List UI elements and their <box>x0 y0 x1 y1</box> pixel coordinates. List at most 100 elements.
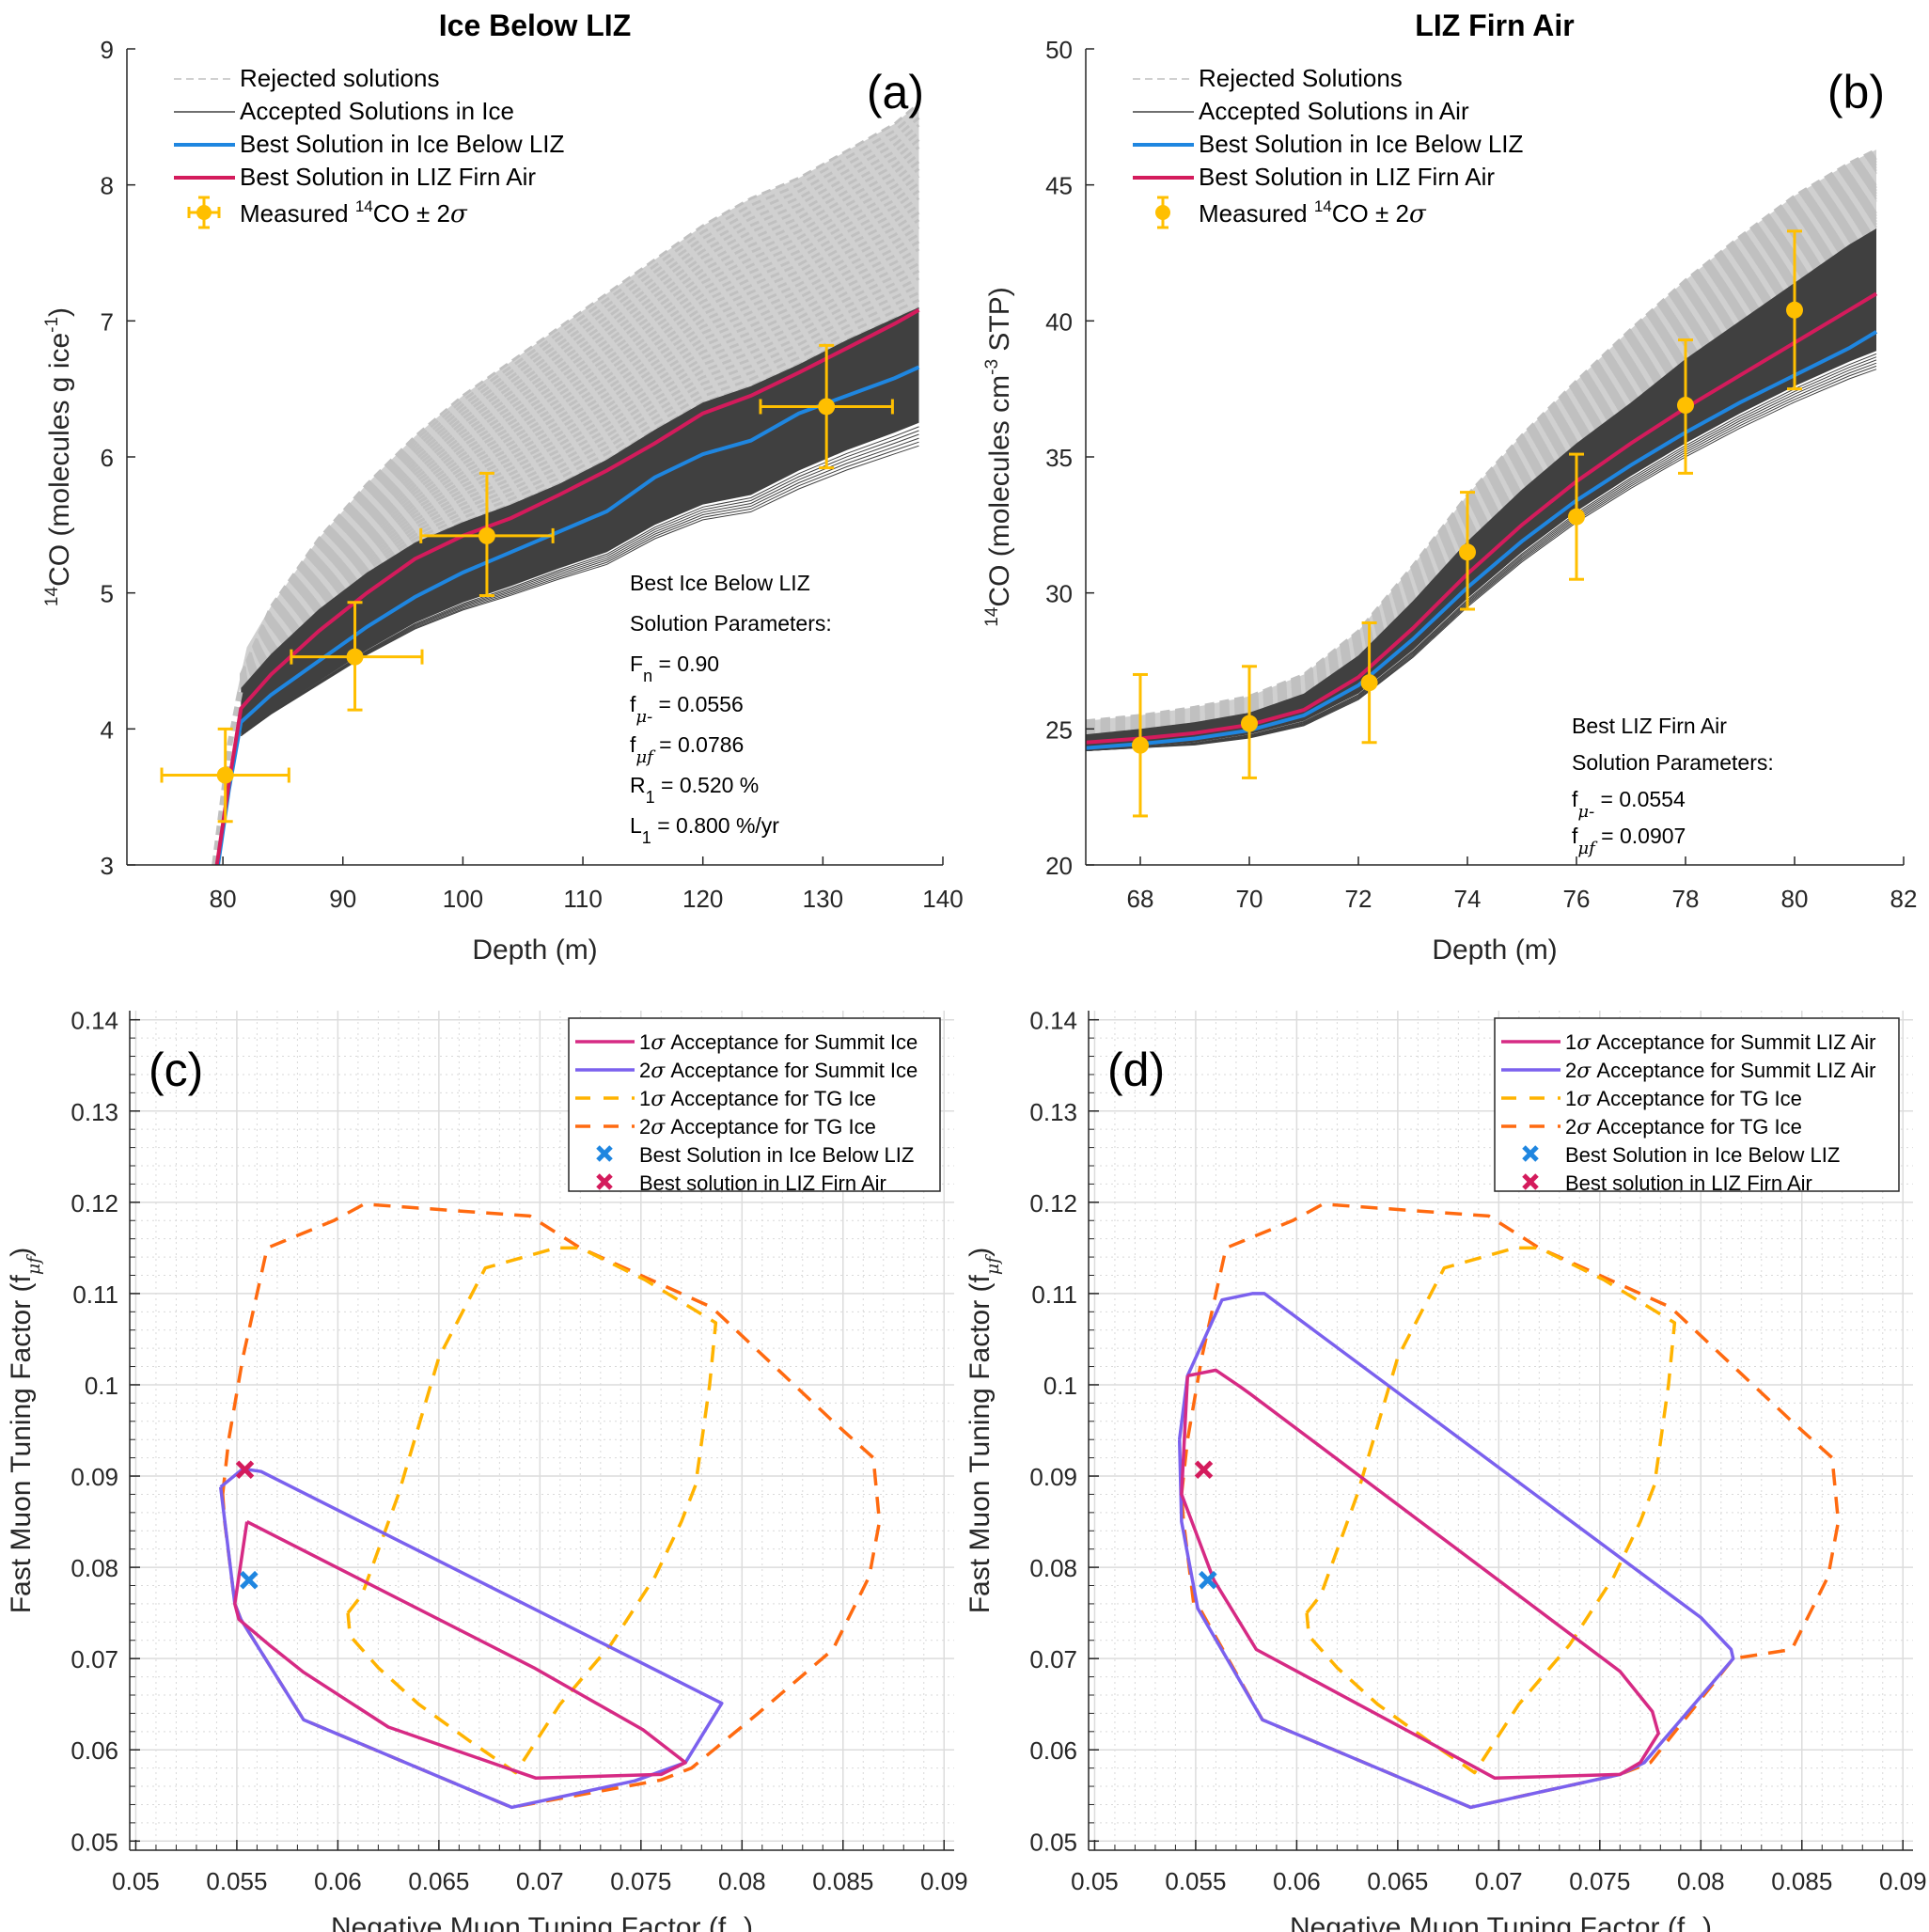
plot-area <box>160 102 920 865</box>
legend-label: Measured 14CO ± 2σ <box>240 197 468 228</box>
x-tick-label: 120 <box>682 885 723 913</box>
measurement-point <box>1132 672 1149 818</box>
legend-label: Best Solution in LIZ Firn Air <box>1199 163 1495 191</box>
y-tick-label: 0.05 <box>71 1828 118 1856</box>
acceptance-contour-4 <box>221 1202 882 1810</box>
legend-item: 2σ Acceptance for Summit LIZ Air <box>1501 1059 1876 1083</box>
x-tick-label: 0.06 <box>314 1867 362 1895</box>
legend-item: Measured 14CO ± 2σ <box>187 196 468 229</box>
x-tick-label: 0.085 <box>1771 1867 1832 1895</box>
rejected-solution-line <box>212 687 244 865</box>
y-tick-label: 0.14 <box>1029 1007 1077 1035</box>
y-tick-label: 7 <box>101 307 114 336</box>
y-tick-label: 9 <box>101 36 114 64</box>
axes: 0.05 0.055 0.06 0.065 0.07 0.075 0.08 0.085 0.09… <box>1029 1007 1926 1895</box>
best-solution-marker <box>240 1570 259 1590</box>
legend-label: Accepted Solutions in Air <box>1199 97 1469 125</box>
axes: 80 90 100 110 120 130 140 3 4 5 6 7 8 9 <box>101 36 964 913</box>
x-tick-label: 0.05 <box>112 1867 160 1895</box>
y-tick-label: 30 <box>1045 580 1073 608</box>
annotation-heading: Solution Parameters: <box>1572 750 1774 775</box>
parameter-line: fμf = 0.0786 <box>630 732 744 767</box>
acceptance-contour-2 <box>1177 1292 1735 1810</box>
x-tick-label: 0.075 <box>1569 1867 1630 1895</box>
panel-label: (a) <box>867 66 924 118</box>
measurement-point <box>1568 452 1585 581</box>
y-tick-label: 0.07 <box>71 1645 118 1673</box>
legend-label: 2σ Acceptance for Summit LIZ Air <box>1565 1059 1876 1083</box>
acceptance-contour-4 <box>1180 1202 1841 1810</box>
y-tick-label: 0.12 <box>71 1189 118 1217</box>
legend-label: Measured 14CO ± 2σ <box>1199 197 1427 228</box>
best-firn-solution-line <box>1086 291 1878 745</box>
legend-label: Best solution in LIZ Firn Air <box>1565 1171 1812 1195</box>
accepted-solution-line <box>241 437 919 737</box>
accepted-solution-line <box>1086 356 1877 751</box>
best-solution-marker <box>235 1460 255 1480</box>
y-tick-label: 0.08 <box>1029 1554 1077 1582</box>
x-marker-stroke <box>1199 1570 1217 1590</box>
chart-title: Ice Below LIZ <box>439 8 631 42</box>
legend-item: Best Solution in Ice Below LIZ <box>1522 1143 1840 1167</box>
measurement-point <box>1241 665 1258 779</box>
y-tick-label: 20 <box>1045 852 1073 880</box>
x-tick-label: 74 <box>1454 885 1482 913</box>
measurement-marker <box>346 648 364 666</box>
y-axis-label: 14CO (molecules g ice-1) <box>42 307 75 606</box>
legend-x-marker <box>596 1173 613 1190</box>
accepted-solution-line <box>1086 353 1877 751</box>
x-tick-label: 0.055 <box>1165 1867 1226 1895</box>
chart-title: LIZ Firn Air <box>1415 8 1574 42</box>
annotation-heading: Solution Parameters: <box>630 611 832 636</box>
legend: Rejected solutions Accepted Solutions in … <box>174 64 565 229</box>
y-tick-label: 3 <box>101 852 114 880</box>
x-tick-label: 72 <box>1345 885 1372 913</box>
y-tick-label: 0.09 <box>71 1463 118 1491</box>
legend-label: 2σ Acceptance for TG Ice <box>1565 1115 1802 1139</box>
y-tick-label: 0.13 <box>71 1098 118 1126</box>
measurement-marker <box>1360 674 1378 692</box>
measurement-point <box>1360 620 1378 745</box>
x-tick-label: 0.075 <box>610 1867 671 1895</box>
grid <box>1089 1011 1913 1850</box>
measurement-marker <box>1786 301 1803 319</box>
x-axis-label: Negative Muon Tuning Factor (fμ-) <box>1290 1912 1712 1932</box>
y-tick-label: 0.08 <box>71 1554 118 1582</box>
legend-label: Best Solution in Ice Below LIZ <box>1199 130 1524 158</box>
y-tick-label: 0.11 <box>72 1280 118 1309</box>
x-tick-label: 0.08 <box>1677 1867 1725 1895</box>
legend-label: Best Solution in Ice Below LIZ <box>240 130 565 158</box>
legend-item: Best Solution in Ice Below LIZ <box>596 1143 914 1167</box>
best-solution-marker <box>1194 1460 1214 1480</box>
legend-item: Accepted Solutions in Ice <box>174 97 514 125</box>
y-axis-label: Fast Muon Tuning Factor (fμf) <box>6 1248 44 1614</box>
legend-item: Best solution in LIZ Firn Air <box>1522 1171 1812 1195</box>
legend-item: Best Solution in LIZ Firn Air <box>1133 163 1495 191</box>
solution-parameters-annotation: Best LIZ Firn Air Solution Parameters: fμ-… <box>1572 714 1774 858</box>
x-tick-label: 0.09 <box>1879 1867 1927 1895</box>
y-tick-label: 0.14 <box>71 1007 118 1035</box>
legend-item: 2σ Acceptance for TG Ice <box>1501 1115 1802 1139</box>
x-tick-label: 0.08 <box>718 1867 766 1895</box>
best-ice-solution-line <box>1086 330 1878 750</box>
x-tick-label: 0.065 <box>408 1867 469 1895</box>
y-tick-label: 0.1 <box>85 1372 118 1400</box>
legend-label: 2σ Acceptance for Summit Ice <box>639 1059 917 1083</box>
legend-label: Best Solution in Ice Below LIZ <box>1565 1143 1840 1167</box>
accepted-solution-line <box>1086 362 1877 751</box>
x-tick-label: 76 <box>1563 885 1591 913</box>
best-ice-solution-line <box>216 365 920 865</box>
accepted-solution-line <box>240 426 919 736</box>
x-axis-label: Depth (m) <box>472 935 597 966</box>
acceptance-contour-3 <box>346 1246 718 1775</box>
x-tick-label: 78 <box>1672 885 1700 913</box>
y-axis-label: 14CO (molecules cm-3 STP) <box>982 287 1015 626</box>
legend-label: Best Solution in Ice Below LIZ <box>639 1143 914 1167</box>
x-tick-label: 130 <box>803 885 843 913</box>
legend-item: 1σ Acceptance for Summit LIZ Air <box>1501 1030 1876 1055</box>
accepted-solution-line <box>1086 369 1877 751</box>
y-tick-label: 35 <box>1045 444 1073 472</box>
solution-parameters-annotation: Best Ice Below LIZ Solution Parameters: Fn… <box>630 571 832 847</box>
measurement-marker <box>1132 736 1149 754</box>
y-tick-label: 0.05 <box>1029 1828 1077 1856</box>
